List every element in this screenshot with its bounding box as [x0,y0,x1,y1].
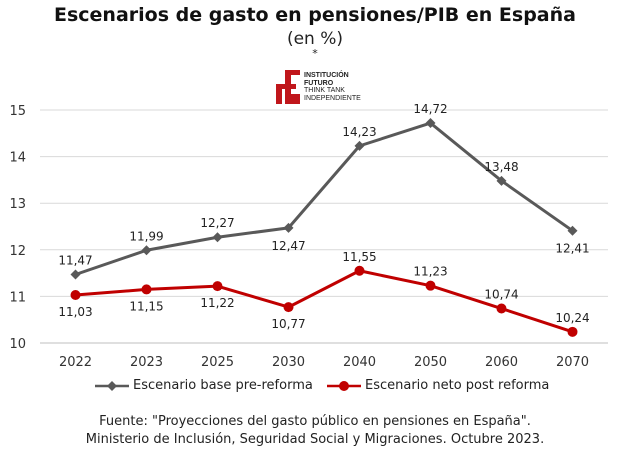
series-line-base [75,121,574,276]
institucion-futuro-logo: INSTITUCIÓN FUTURO THINK TANK INDEPENDIE… [276,70,386,104]
data-label-base: 14,23 [342,125,376,139]
data-label-neto: 11,55 [342,250,376,264]
legend-label-neto: Escenario neto post reforma [365,378,550,393]
data-point-neto [496,303,507,314]
source-line-2: Ministerio de Inclusión, Seguridad Socia… [85,432,545,447]
data-label-neto: 11,03 [58,305,92,319]
logo-line-2: FUTURO [304,79,334,87]
legend-item-neto: Escenario neto post reforma [327,378,549,393]
data-label-neto: 11,23 [413,265,447,279]
y-tick-label: 13 [9,197,26,212]
data-point-base [212,232,223,243]
x-tick-label: 2040 [343,355,376,370]
series-line-neto [75,269,573,334]
legend-swatch-circle-icon [327,380,361,391]
logo-line-4: INDEPENDIENTE [304,94,361,102]
asterisk-note: * [312,47,318,60]
data-label-neto: 10,74 [484,288,518,302]
x-tick-label: 2060 [485,355,518,370]
data-point-base [425,118,436,129]
data-point-neto [212,281,223,292]
x-tick-label: 2030 [272,355,305,370]
legend-item-base: Escenario base pre-reforma [95,378,313,393]
data-label-base: 11,47 [58,253,92,267]
y-tick-label: 12 [9,244,26,259]
data-point-neto [567,326,578,337]
chart-title: Escenarios de gasto en pensiones/PIB en … [54,4,576,26]
y-tick-label: 10 [9,337,26,352]
source-line-1: Fuente: "Proyecciones del gasto público … [99,414,531,429]
data-point-base [283,222,294,233]
institucion-futuro-logo-icon [276,70,300,104]
y-tick-label: 11 [9,290,26,305]
x-tick-label: 2050 [414,355,447,370]
legend-label-base: Escenario base pre-reforma [133,378,313,393]
x-tick-label: 2070 [556,355,589,370]
data-point-base [496,175,507,186]
y-tick-label: 15 [9,104,26,119]
data-label-base: 13,48 [484,160,518,174]
x-tick-label: 2025 [201,355,234,370]
data-point-base [70,269,81,280]
data-label-base: 12,47 [271,239,305,253]
legend-swatch-diamond-icon [95,380,129,391]
data-label-neto: 10,24 [555,311,589,325]
logo-line-1: INSTITUCIÓN [304,72,349,79]
chart-subtitle: (en %) [286,29,344,49]
data-label-neto: 11,22 [200,296,234,310]
y-tick-label: 14 [9,151,26,166]
data-point-neto [425,280,436,291]
logo-line-3: THINK TANK [304,87,345,94]
data-point-base [567,225,578,236]
data-label-neto: 11,15 [129,299,163,313]
data-label-base: 12,41 [555,242,589,256]
data-point-neto [354,265,365,276]
data-point-base [354,140,365,151]
x-tick-label: 2023 [130,355,163,370]
data-point-neto [70,290,81,301]
x-tick-label: 2022 [59,355,92,370]
data-label-neto: 10,77 [271,317,305,331]
data-point-neto [283,302,294,313]
data-label-base: 12,27 [200,216,234,230]
data-label-base: 14,72 [413,102,447,116]
data-label-base: 11,99 [129,229,163,243]
data-point-base [141,245,152,256]
data-point-neto [141,284,152,295]
